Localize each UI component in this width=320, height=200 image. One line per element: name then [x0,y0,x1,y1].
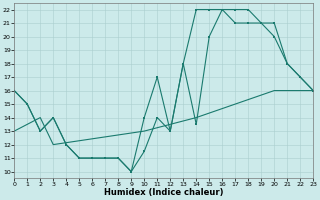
X-axis label: Humidex (Indice chaleur): Humidex (Indice chaleur) [104,188,223,197]
